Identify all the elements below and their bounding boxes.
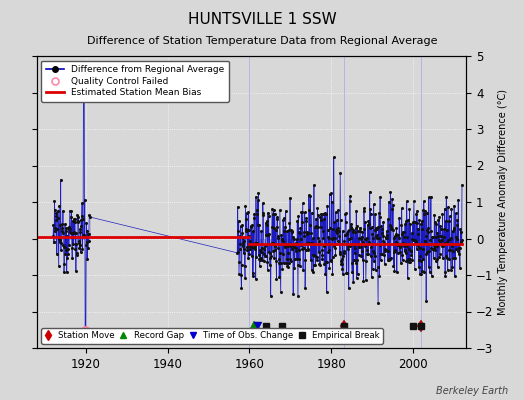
Text: Berkeley Earth: Berkeley Earth	[436, 386, 508, 396]
Text: HUNTSVILLE 1 SSW: HUNTSVILLE 1 SSW	[188, 12, 336, 27]
Text: Difference of Station Temperature Data from Regional Average: Difference of Station Temperature Data f…	[87, 36, 437, 46]
Y-axis label: Monthly Temperature Anomaly Difference (°C): Monthly Temperature Anomaly Difference (…	[498, 89, 508, 315]
Legend: Station Move, Record Gap, Time of Obs. Change, Empirical Break: Station Move, Record Gap, Time of Obs. C…	[41, 328, 383, 344]
